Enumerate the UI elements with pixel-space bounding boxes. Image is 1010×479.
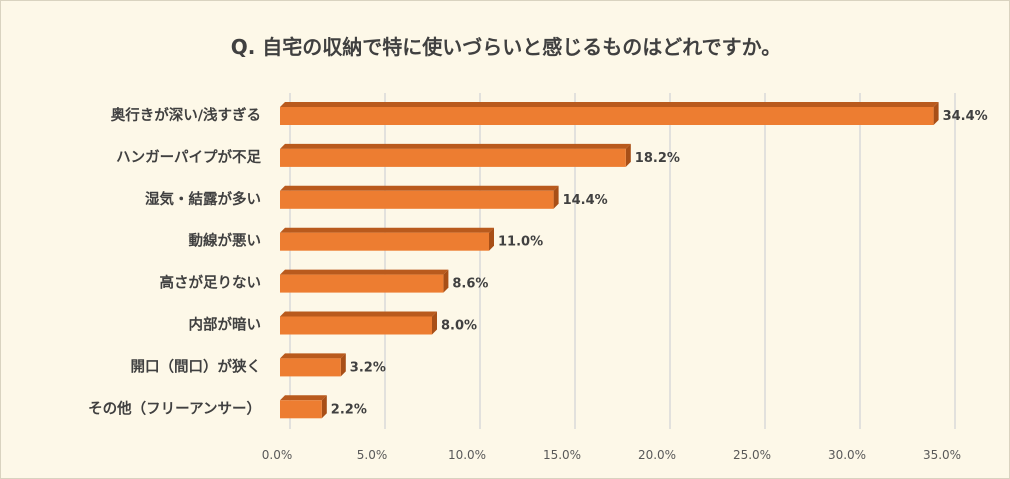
x-tick-label: 10.0% — [448, 448, 486, 462]
bar-top — [280, 143, 631, 149]
bar-side — [321, 395, 327, 419]
category-label: 奥行きが深い/浅すぎる — [111, 106, 261, 124]
bar — [280, 148, 626, 167]
x-tick-label: 35.0% — [923, 448, 961, 462]
bar-top — [280, 269, 449, 275]
bar-top — [280, 102, 939, 107]
bar-top — [280, 353, 346, 359]
bar — [280, 107, 934, 125]
data-label: 11.0% — [498, 235, 543, 250]
bar — [280, 358, 341, 377]
bar — [280, 316, 432, 335]
x-tick-label: 25.0% — [733, 448, 771, 462]
category-label: 湿気・結露が多い — [145, 190, 261, 208]
category-label: 動線が悪い — [189, 232, 262, 250]
bar-side — [340, 353, 346, 377]
bar-side — [933, 102, 939, 125]
bar-top — [280, 185, 559, 191]
bar-side — [625, 143, 631, 167]
bar-side — [432, 311, 437, 335]
x-tick-label: 15.0% — [543, 448, 581, 462]
data-label: 34.4% — [943, 109, 988, 124]
category-label: その他（フリーアンサー） — [88, 399, 261, 417]
data-label: 8.6% — [452, 277, 488, 292]
data-label: 18.2% — [635, 151, 680, 166]
bar — [280, 190, 554, 209]
category-label: ハンガーパイプが不足 — [116, 148, 261, 166]
bar-side — [443, 269, 449, 293]
x-tick-label: 20.0% — [638, 448, 676, 462]
bar-side — [553, 185, 559, 209]
chart-title: Q. 自宅の収納で特に使いづらいと感じるものはどれですか。 — [230, 35, 782, 59]
category-label: 内部が暗い — [189, 316, 262, 334]
bar-top — [280, 395, 327, 401]
bar — [280, 274, 444, 293]
category-label: 開口（間口）が狭く — [131, 357, 262, 375]
bar — [280, 400, 322, 419]
x-tick-label: 0.0% — [262, 448, 293, 462]
data-label: 2.2% — [331, 402, 367, 417]
bar-top — [280, 311, 437, 317]
category-label: 高さが足りない — [160, 274, 262, 292]
x-tick-label: 5.0% — [357, 448, 388, 462]
data-label: 3.2% — [350, 360, 386, 375]
data-label: 8.0% — [441, 319, 477, 334]
data-label: 14.4% — [563, 193, 608, 208]
x-tick-label: 30.0% — [828, 448, 866, 462]
bar-top — [280, 227, 494, 233]
bar — [280, 232, 489, 251]
bar-side — [489, 227, 494, 251]
